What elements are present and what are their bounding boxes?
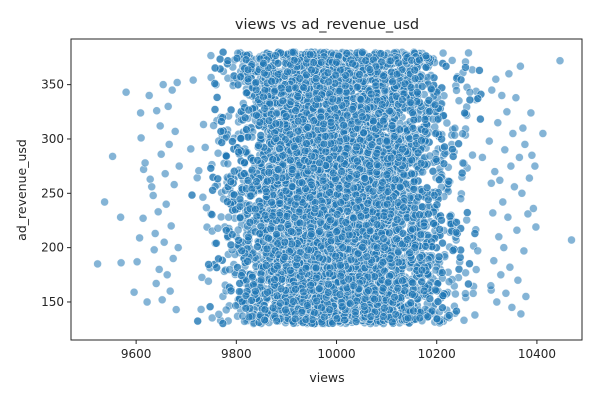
chart-title: views vs ad_revenue_usd <box>235 17 419 33</box>
data-point <box>452 86 461 95</box>
data-point <box>450 123 460 133</box>
data-point <box>223 159 233 169</box>
data-point <box>438 48 448 58</box>
data-point <box>458 158 468 168</box>
data-point <box>233 225 243 235</box>
data-point <box>194 166 204 175</box>
data-point <box>200 143 210 152</box>
data-point <box>468 289 478 298</box>
data-point <box>207 313 217 323</box>
data-point <box>213 148 223 158</box>
data-point <box>197 273 207 282</box>
data-point <box>459 315 469 325</box>
points-layer <box>93 47 576 329</box>
data-point <box>221 305 231 315</box>
data-point <box>451 289 460 299</box>
data-point <box>196 305 206 314</box>
data-point <box>199 120 208 129</box>
data-point <box>216 212 226 222</box>
data-point <box>478 153 487 162</box>
data-point <box>192 173 202 183</box>
data-point <box>464 48 473 58</box>
data-point <box>209 121 218 130</box>
data-point <box>462 215 472 225</box>
